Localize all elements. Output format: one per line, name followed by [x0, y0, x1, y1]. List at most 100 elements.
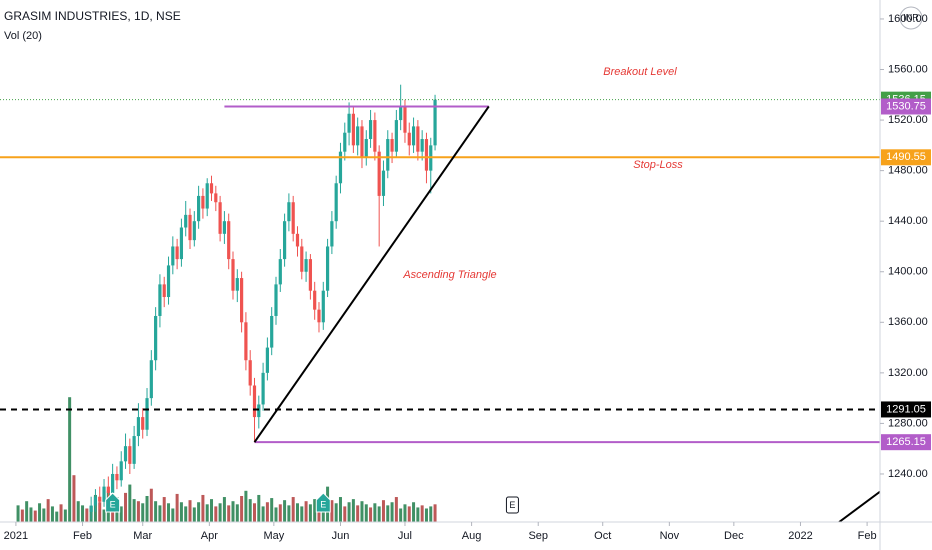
x-tick-label: Nov [660, 530, 680, 542]
volume-bar [214, 506, 218, 522]
y-tick-label: 1320.00 [888, 367, 928, 379]
volume-bar [46, 499, 50, 522]
volume-bar [42, 508, 46, 522]
y-tick-label: 1560.00 [888, 63, 928, 75]
candle-body [89, 505, 93, 512]
y-tick-label: 1280.00 [888, 417, 928, 429]
candle-body [252, 385, 257, 418]
candle-body [287, 202, 291, 222]
earnings-badge [505, 496, 519, 514]
candle-body [407, 132, 411, 146]
volume-bar [171, 508, 175, 522]
volume-bar [111, 504, 115, 522]
volume-bar [424, 508, 428, 522]
volume-bar [300, 506, 304, 522]
volume-bar [330, 500, 334, 522]
volume-bar [158, 505, 162, 522]
volume-bar [218, 503, 222, 522]
volume-bar [343, 506, 347, 522]
candle-body [278, 259, 282, 285]
volume-bar [154, 501, 158, 522]
candle-body [205, 183, 209, 209]
candle-body [166, 265, 171, 298]
volume-bar [429, 506, 433, 522]
candle-body [334, 183, 338, 222]
candle-body [308, 259, 312, 291]
candle-body [356, 126, 360, 146]
volume-bar [210, 499, 214, 522]
candle-body [386, 139, 390, 171]
candle-body [197, 195, 201, 222]
volume-bar [412, 502, 416, 522]
volume-bar [317, 505, 321, 522]
candle-body [343, 132, 347, 152]
candle-body [416, 126, 420, 152]
annotation: Breakout Level [603, 66, 677, 78]
volume-bar [308, 504, 312, 522]
volume-bar [235, 504, 239, 522]
volume-bar [222, 497, 226, 522]
candle-body [145, 398, 149, 430]
price-tag-label: 1291.05 [886, 403, 926, 415]
price-tag-label: 1530.75 [886, 100, 926, 112]
price-tag [881, 401, 931, 418]
volume-bar [141, 503, 145, 522]
volume-bar [227, 505, 231, 522]
candle-body [274, 284, 278, 316]
earnings-marker[interactable]: E [105, 492, 121, 513]
volume-bar [381, 500, 385, 522]
y-tick-label: 1520.00 [888, 114, 928, 126]
candle-body [377, 151, 381, 196]
candle-body [244, 322, 248, 361]
volume-bar [244, 490, 248, 522]
volume-bar [81, 505, 85, 522]
volume-bar [313, 499, 317, 522]
volume-bar [179, 502, 183, 522]
earnings-marker[interactable]: E [315, 492, 331, 513]
candle-body [403, 107, 407, 133]
candle-body [347, 113, 351, 133]
volume-bar [33, 510, 37, 522]
volume-bar [192, 507, 196, 522]
candle-body [373, 120, 377, 152]
candle-body [209, 183, 214, 194]
earnings-marker[interactable]: E [505, 496, 519, 514]
volume-bar [38, 503, 42, 522]
price-tag [881, 149, 931, 166]
candle-body [192, 221, 196, 241]
candle-body [201, 195, 205, 209]
volume-bar [351, 499, 355, 522]
volume-bar [291, 497, 295, 522]
candle-body [295, 233, 300, 247]
candle-body [171, 246, 175, 266]
x-tick-label: May [263, 530, 284, 542]
price-tag-label: 1490.55 [886, 151, 926, 163]
volume-bar [85, 508, 89, 522]
y-tick-label: 1600.00 [888, 13, 928, 25]
volume-bar [416, 507, 420, 522]
currency-icon[interactable] [899, 6, 923, 30]
volume-bar [132, 499, 136, 522]
chart-title: GRASIM INDUSTRIES, 1D, NSE [4, 9, 181, 23]
currency[interactable]: INR [903, 12, 919, 22]
volume-bar [252, 503, 256, 522]
candle-body [420, 139, 424, 152]
volume-bar [136, 501, 140, 522]
x-tick-label: 2022 [788, 530, 812, 542]
candle-body [149, 360, 153, 399]
annotation: Ascending Triangle [402, 269, 496, 281]
x-tick-label: Sep [528, 530, 548, 542]
volume-bar [175, 493, 179, 522]
candle-body [179, 227, 184, 260]
candle-body [218, 202, 222, 234]
candle-body [119, 461, 123, 481]
trendline [838, 490, 880, 522]
volume-bar [76, 501, 80, 522]
plot-area [0, 84, 880, 522]
volume-bar [55, 511, 59, 522]
candle-body [282, 221, 287, 260]
volume-bar [420, 505, 424, 522]
earnings-label: E [110, 499, 116, 509]
candle-body [257, 404, 261, 418]
